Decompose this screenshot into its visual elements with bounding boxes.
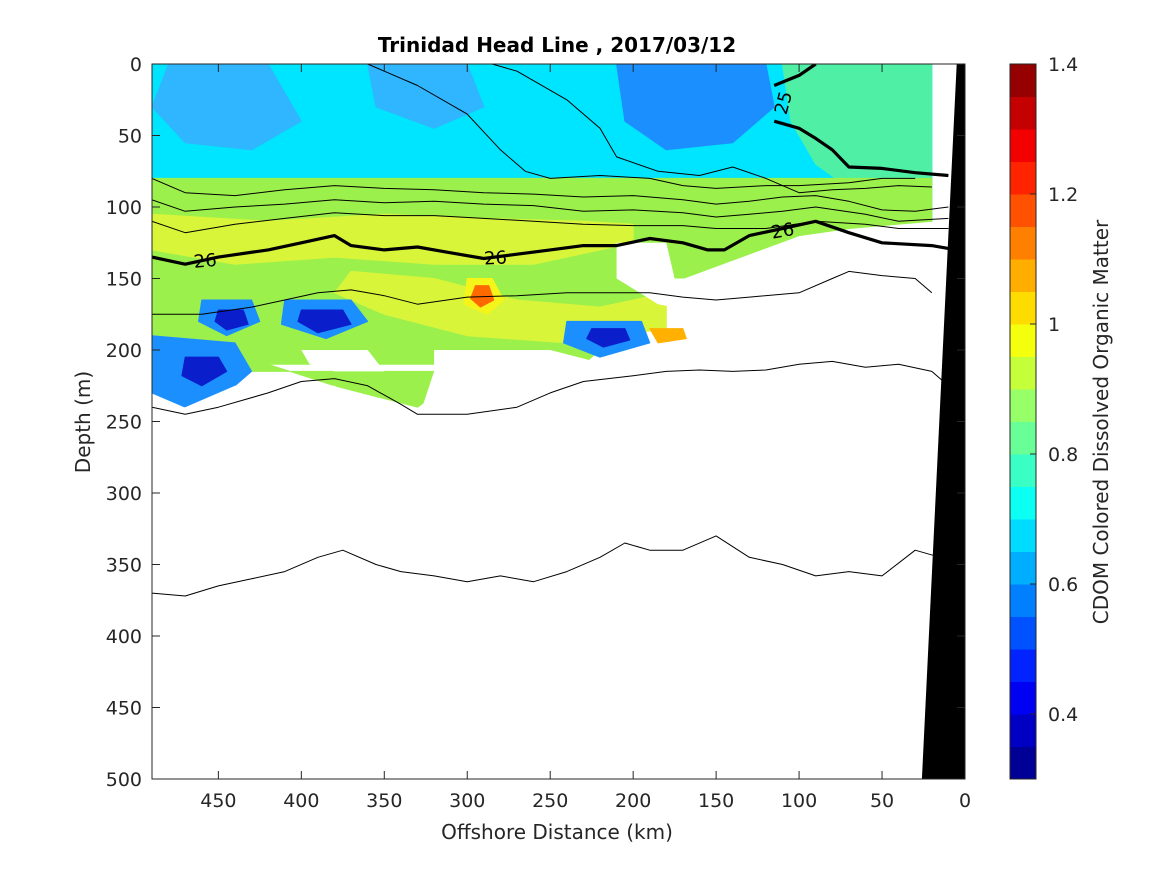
colorbar-swatch [1010, 161, 1036, 195]
colorbar-frame [1009, 63, 1037, 780]
y-tick-label: 400 [106, 626, 142, 648]
x-axis-label: Offshore Distance (km) [441, 820, 673, 844]
isopycnal-line [152, 360, 949, 415]
colorbar-swatch [1010, 649, 1036, 682]
contour-label: 26 [484, 247, 508, 269]
colorbar-swatch [1010, 746, 1036, 780]
x-tick-label: 400 [283, 790, 319, 812]
colorbar-swatch [1010, 356, 1036, 390]
y-tick-label: 450 [106, 698, 142, 720]
isopycnal-line [152, 177, 949, 212]
colorbar: 0.4 0.6 0.8 1 1.2 1.4 [1009, 54, 1078, 780]
chart-title: Trinidad Head Line , 2017/03/12 [378, 33, 736, 57]
colorbar-tick-label: 1.2 [1048, 184, 1078, 206]
colorbar-tick-label: 0.8 [1048, 444, 1078, 466]
colorbar-swatch [1010, 324, 1036, 357]
cdom-fill-region [181, 356, 228, 387]
x-tick-label: 50 [870, 790, 894, 812]
colorbar-tick-label: 1 [1048, 314, 1060, 336]
x-tick-label: 100 [781, 790, 817, 812]
contour-label: 26 [770, 219, 796, 244]
contour-label: 26 [193, 250, 218, 273]
colorbar-swatch [1010, 486, 1036, 520]
colorbar-swatch [1010, 194, 1036, 227]
colorbar-swatch [1010, 714, 1036, 747]
cdom-fill-region [649, 328, 687, 344]
y-axis-label: Depth (m) [71, 371, 95, 473]
colorbar-tick-label: 0.4 [1048, 704, 1078, 726]
cdom-fill-region [214, 309, 249, 331]
colorbar-tick-label: 0.6 [1048, 574, 1078, 596]
colorbar-swatch [1010, 616, 1036, 650]
colorbar-swatch [1010, 96, 1036, 130]
isopycnal-bold-line [773, 119, 949, 178]
x-tick-label: 300 [449, 790, 485, 812]
y-tick-label: 50 [118, 126, 142, 148]
colorbar-label: CDOM Colored Dissolved Organic Matter [1089, 219, 1113, 624]
seafloor [921, 64, 965, 779]
isopycnal-line [152, 270, 933, 315]
cdom-fill-region [297, 309, 352, 334]
x-tick-label: 450 [200, 790, 236, 812]
isopycnal-line [152, 212, 949, 234]
y-tick-label: 250 [106, 412, 142, 434]
no-data-region [152, 242, 932, 779]
y-tick-label: 200 [106, 340, 142, 362]
y-axis-ticks: 0 50 100 150 200 250 300 350 400 450 500 [106, 54, 965, 791]
y-tick-label: 300 [106, 483, 142, 505]
isopycnal-bold-line [773, 64, 817, 87]
isopycnal-line [152, 535, 941, 597]
isopycnal-line [152, 199, 949, 222]
no-data-region [301, 350, 385, 372]
colorbar-swatch [1010, 226, 1036, 260]
y-tick-label: 0 [130, 54, 142, 76]
x-tick-label: 150 [698, 790, 734, 812]
colorbar-swatch [1010, 584, 1036, 617]
x-tick-label: 250 [532, 790, 568, 812]
colorbar-swatch [1010, 454, 1036, 487]
y-tick-label: 100 [106, 197, 142, 219]
cdom-fill-region [586, 328, 631, 348]
colorbar-swatch [1010, 259, 1036, 292]
cdom-fill-region [152, 64, 302, 151]
cdom-fill-region [367, 64, 485, 129]
colorbar-swatch [1010, 551, 1036, 585]
colorbar-swatch [1010, 291, 1036, 325]
x-tick-label: 350 [366, 790, 402, 812]
x-axis-ticks: 450 400 350 300 250 200 150 100 50 0 [200, 64, 971, 812]
isopycnal-line [491, 64, 932, 194]
y-tick-label: 150 [106, 269, 142, 291]
y-tick-label: 350 [106, 555, 142, 577]
isopycnal-line [367, 64, 916, 189]
y-tick-label: 500 [106, 769, 142, 791]
colorbar-tick-label: 1.4 [1048, 54, 1078, 76]
colorbar-swatch [1010, 64, 1036, 97]
colorbar-swatch [1010, 129, 1036, 162]
colorbar-swatch [1010, 421, 1036, 455]
plot-frame [151, 63, 966, 780]
x-tick-label: 200 [615, 790, 651, 812]
colorbar-swatch [1010, 389, 1036, 422]
cdom-fill-region [616, 64, 775, 151]
x-tick-label: 0 [959, 790, 971, 812]
colorbar-swatch [1010, 519, 1036, 552]
colorbar-swatch [1010, 681, 1036, 715]
